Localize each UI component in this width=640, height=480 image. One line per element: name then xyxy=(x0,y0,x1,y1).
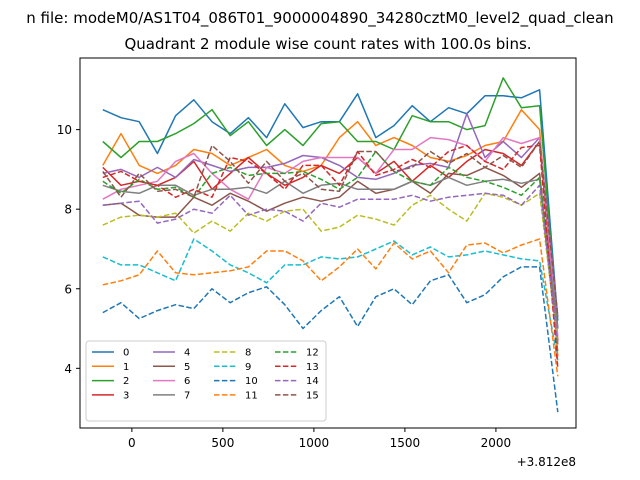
series-line-15 xyxy=(102,140,559,317)
legend-label-8: 8 xyxy=(245,348,251,359)
legend-label-6: 6 xyxy=(184,376,190,387)
legend-label-11: 11 xyxy=(245,390,258,401)
legend-label-3: 3 xyxy=(123,390,129,401)
series-line-4 xyxy=(102,112,559,317)
y-tick-label: 10 xyxy=(57,123,72,137)
legend-label-14: 14 xyxy=(306,376,319,387)
series-line-12 xyxy=(102,150,559,353)
legend-label-9: 9 xyxy=(245,362,251,373)
legend-label-15: 15 xyxy=(306,390,319,401)
series-line-8 xyxy=(102,192,559,345)
x-tick-label: 0 xyxy=(128,436,136,450)
series-line-9 xyxy=(102,238,559,361)
legend-label-2: 2 xyxy=(123,376,129,387)
y-tick-label: 6 xyxy=(64,282,72,296)
figure-suptitle: n file: modeM0/AS1T04_086T01_9000004890_… xyxy=(26,9,613,28)
series-line-5 xyxy=(102,166,559,345)
x-tick-label: 500 xyxy=(211,436,234,450)
x-offset-label: +3.812e8 xyxy=(517,455,576,469)
legend-box xyxy=(85,340,327,422)
x-tick-label: 1500 xyxy=(390,436,421,450)
legend-label-4: 4 xyxy=(184,348,190,359)
series-line-10 xyxy=(102,266,559,413)
series-line-13 xyxy=(102,144,559,369)
legend-label-13: 13 xyxy=(306,362,319,373)
x-tick-label: 2000 xyxy=(481,436,512,450)
y-tick-label: 8 xyxy=(64,203,72,217)
legend-label-1: 1 xyxy=(123,362,129,373)
series-line-0 xyxy=(102,89,559,321)
series-line-2 xyxy=(102,77,559,329)
legend-label-7: 7 xyxy=(184,390,190,401)
y-axis: 4 6 8 10 xyxy=(57,123,80,376)
axes-frame xyxy=(79,57,577,429)
series-line-11 xyxy=(102,238,559,377)
legend-label-10: 10 xyxy=(245,376,258,387)
chart-title: Quadrant 2 module wise count rates with … xyxy=(124,35,531,53)
plot-lines xyxy=(102,77,559,413)
series-line-7 xyxy=(102,176,559,329)
series-line-1 xyxy=(102,108,559,357)
x-tick-label: 1000 xyxy=(299,436,330,450)
legend-label-5: 5 xyxy=(184,362,190,373)
y-tick-label: 4 xyxy=(64,362,72,376)
x-axis: 0 500 1000 1500 2000 xyxy=(128,428,511,450)
legend-label-12: 12 xyxy=(306,348,319,359)
series-line-14 xyxy=(102,184,559,345)
legend-label-0: 0 xyxy=(123,348,129,359)
